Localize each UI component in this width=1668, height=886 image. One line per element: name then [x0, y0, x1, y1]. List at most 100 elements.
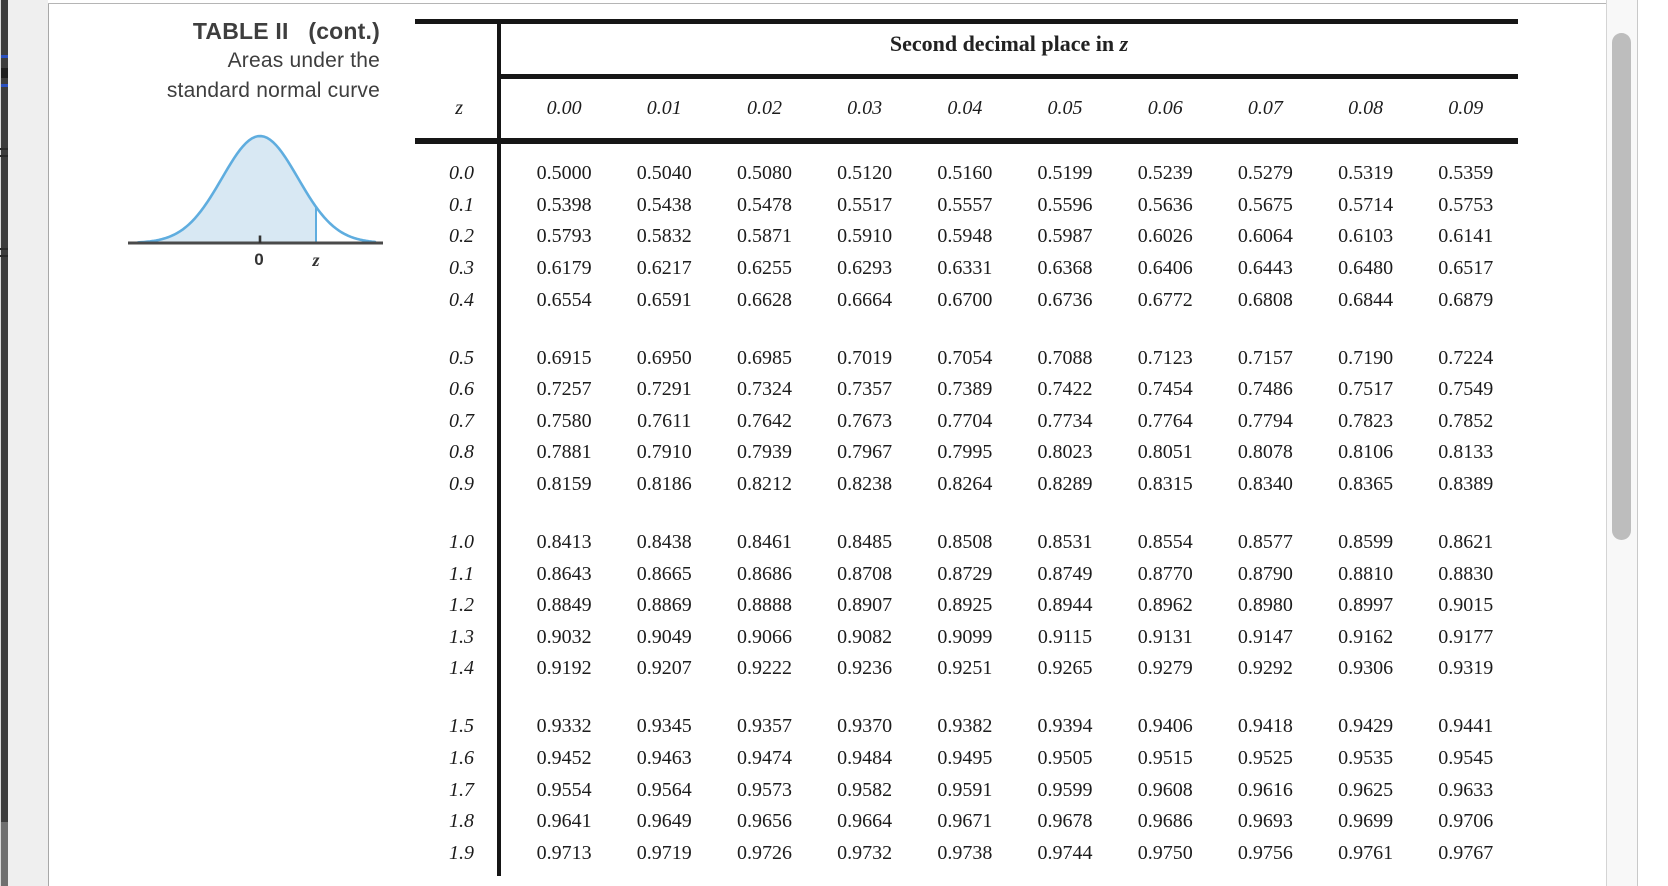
- column-header: 0.07: [1247, 97, 1283, 119]
- table-cell: 0.9394: [1037, 715, 1093, 738]
- table-cell: 0.6480: [1338, 257, 1394, 279]
- table-cell: 0.6554: [536, 288, 592, 311]
- vertical-scrollbar-thumb[interactable]: [1612, 33, 1631, 540]
- table-row: 0.0 0.5000 0.5040 0.5080 0.5120 0.5160 0.5199 0…: [415, 157, 1518, 189]
- row-label-z: 1.2: [449, 594, 474, 617]
- table-cell: 0.5040: [636, 162, 692, 185]
- table-cell: 0.8944: [1037, 594, 1093, 617]
- table-row: 0.2 0.5793 0.5832 0.5871 0.5910 0.5948 0.5987 0…: [415, 220, 1518, 252]
- table-cell: 0.8599: [1338, 531, 1394, 553]
- table-cell: 0.9664: [837, 810, 893, 833]
- table-cell: 0.8186: [636, 473, 692, 495]
- table-cell: 0.7517: [1338, 378, 1394, 401]
- row-label-z: 0.4: [449, 288, 474, 311]
- normal-curve-figure: 0 z: [128, 134, 383, 270]
- span-header-z: z: [1119, 31, 1129, 56]
- table-row: 1.3 0.9032 0.9049 0.9066 0.9082 0.9099 0.9115 0…: [415, 621, 1518, 653]
- table-cell: 0.7190: [1338, 346, 1394, 369]
- table-cell: 0.8264: [937, 473, 993, 495]
- table-cell: 0.8485: [837, 531, 893, 553]
- table-cell: 0.9686: [1137, 810, 1193, 833]
- table-cell: 0.6879: [1438, 288, 1494, 311]
- table-cell: 0.6628: [736, 288, 792, 311]
- table-cell: 0.5987: [1037, 225, 1093, 248]
- table-cell: 0.5359: [1438, 162, 1494, 185]
- table-row: 1.0 0.8413 0.8438 0.8461 0.8485 0.8508 0.8531 0…: [415, 526, 1518, 558]
- table-cell: 0.7357: [837, 378, 893, 401]
- page-gutter: [8, 0, 48, 886]
- table-cell: 0.8708: [837, 562, 893, 585]
- table-cell: 0.5438: [636, 193, 692, 216]
- table-cell: 0.5832: [636, 225, 692, 248]
- zero-label: 0: [254, 250, 263, 269]
- table-cell: 0.9474: [736, 747, 792, 769]
- table-cell: 0.7157: [1237, 346, 1293, 369]
- table-cell: 0.8749: [1037, 562, 1093, 585]
- left-strip-dash: [0, 155, 10, 157]
- table-cell: 0.9599: [1037, 778, 1093, 801]
- column-header: 0.02: [746, 97, 782, 119]
- row-label-z: 0.6: [449, 378, 474, 401]
- table-cell: 0.6331: [937, 257, 993, 279]
- table-cell: 0.9591: [937, 778, 993, 801]
- column-header: 0.00: [546, 97, 582, 119]
- table-row: 1.4 0.9192 0.9207 0.9222 0.9236 0.9251 0.9265 0…: [415, 652, 1518, 684]
- table-cell: 0.6141: [1438, 225, 1494, 248]
- z-axis-label: z: [311, 250, 319, 270]
- table-cell: 0.9222: [736, 657, 792, 680]
- table-cell: 0.8869: [636, 594, 692, 617]
- table-row: 0.4 0.6554 0.6591 0.6628 0.6664 0.6700 0.6736 0…: [415, 284, 1518, 316]
- table-cell: 0.7939: [736, 441, 792, 464]
- table-cell: 0.6406: [1137, 257, 1193, 279]
- table-cell: 0.9732: [837, 841, 893, 864]
- table-cell: 0.5557: [937, 193, 993, 216]
- table-cell: 0.6293: [837, 257, 893, 279]
- table-cell: 0.7324: [736, 378, 792, 401]
- row-label-z: 1.0: [449, 531, 474, 553]
- table-row: 0.7 0.7580 0.7611 0.7642 0.7673 0.7704 0.7734 0…: [415, 405, 1518, 437]
- table-cell: 0.8643: [536, 562, 592, 585]
- table-cell: 0.8810: [1338, 562, 1394, 585]
- table-cell: 0.9719: [636, 841, 692, 864]
- table-cell: 0.9564: [636, 778, 692, 801]
- table-cell: 0.8925: [937, 594, 993, 617]
- table-cell: 0.7611: [637, 409, 692, 432]
- table-cell: 0.9582: [837, 778, 893, 801]
- table-cell: 0.5675: [1237, 193, 1293, 216]
- table-cell: 0.9162: [1338, 625, 1394, 648]
- table-cell: 0.6700: [937, 288, 993, 311]
- table-cell: 0.9207: [636, 657, 692, 680]
- span-header: Second decimal place in z: [500, 31, 1518, 57]
- table-cell: 0.5319: [1338, 162, 1394, 185]
- table-cell: 0.7389: [937, 378, 993, 401]
- table-cell: 0.8790: [1237, 562, 1293, 585]
- table-cell: 0.9192: [536, 657, 592, 680]
- table-cell: 0.7673: [837, 409, 893, 432]
- table-cell: 0.9699: [1338, 810, 1394, 833]
- table-cell: 0.8078: [1237, 441, 1293, 464]
- table-cell: 0.8159: [536, 473, 592, 495]
- table-cell: 0.5793: [536, 225, 592, 248]
- table-cell: 0.7910: [636, 441, 692, 464]
- table-rule-top: [415, 19, 1518, 24]
- table-cell: 0.9306: [1338, 657, 1394, 680]
- row-label-z: 1.9: [449, 841, 474, 864]
- table-cell: 0.9265: [1037, 657, 1093, 680]
- table-rule-under-column-headers: [415, 138, 1518, 144]
- table-cell: 0.9236: [837, 657, 893, 680]
- column-header-row: z 0.00 0.01 0.02 0.03 0.04 0.05 0.06 0.07 0.08 0.0…: [415, 92, 1518, 124]
- table-cell: 0.6844: [1338, 288, 1394, 311]
- row-label-z: 0.9: [449, 473, 474, 495]
- table-cell: 0.9429: [1338, 715, 1394, 738]
- table-cell: 0.7486: [1237, 378, 1293, 401]
- table-cell: 0.9515: [1137, 747, 1193, 769]
- table-cell: 0.5517: [837, 193, 893, 216]
- table-cell: 0.9279: [1137, 657, 1193, 680]
- table-cell: 0.6808: [1237, 288, 1293, 311]
- table-cell: 0.6664: [837, 288, 893, 311]
- table-cell: 0.5596: [1037, 193, 1093, 216]
- table-cell: 0.8212: [736, 473, 792, 495]
- table-cell: 0.5714: [1338, 193, 1394, 216]
- table-cell: 0.6985: [736, 346, 792, 369]
- table-cell: 0.6950: [636, 346, 692, 369]
